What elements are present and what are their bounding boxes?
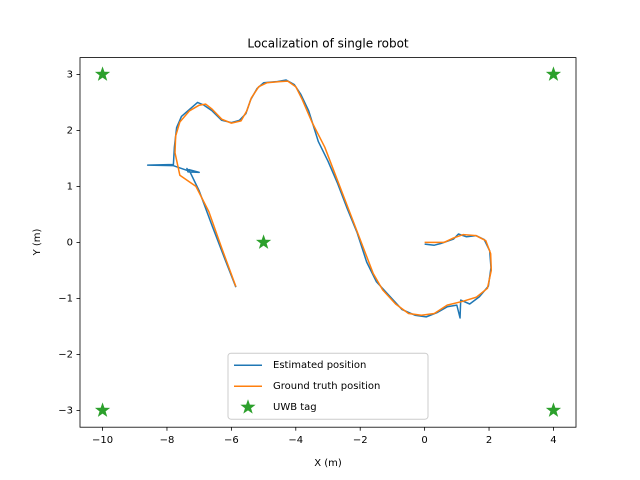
y-tick-label: −1 [58, 293, 73, 304]
tag-marker [545, 402, 562, 417]
tag-marker [255, 234, 272, 249]
y-tick-label: 2 [67, 125, 73, 136]
x-tick-label: 0 [421, 435, 427, 446]
x-tick-label: −2 [353, 435, 368, 446]
plot-frame [79, 57, 577, 428]
tag-marker [94, 402, 111, 417]
x-tick-label: −6 [224, 435, 239, 446]
legend-label: Estimated position [273, 360, 366, 371]
x-axis-label: X (m) [314, 458, 342, 469]
tag-marker [94, 66, 111, 81]
legend-swatch [240, 399, 256, 414]
tag-marker [545, 66, 562, 81]
y-axis-label: Y (m) [32, 228, 43, 256]
legend-box [227, 352, 429, 420]
x-tick-label: −10 [92, 435, 113, 446]
y-tick-label: 1 [67, 181, 73, 192]
legend-label: Ground truth position [273, 381, 380, 392]
x-tick-label: 4 [550, 435, 556, 446]
x-tick-label: 2 [486, 435, 492, 446]
legend-label: UWB tag [273, 402, 317, 413]
trajectory-line [174, 80, 493, 316]
y-tick-label: −3 [58, 405, 73, 416]
x-tick-label: −8 [160, 435, 175, 446]
trajectory-line [146, 79, 492, 319]
x-tick-label: −4 [288, 435, 303, 446]
y-tick-label: 0 [67, 237, 73, 248]
y-tick-label: 3 [67, 69, 73, 80]
y-tick-label: −2 [58, 349, 73, 360]
chart-title: Localization of single robot [247, 37, 409, 51]
